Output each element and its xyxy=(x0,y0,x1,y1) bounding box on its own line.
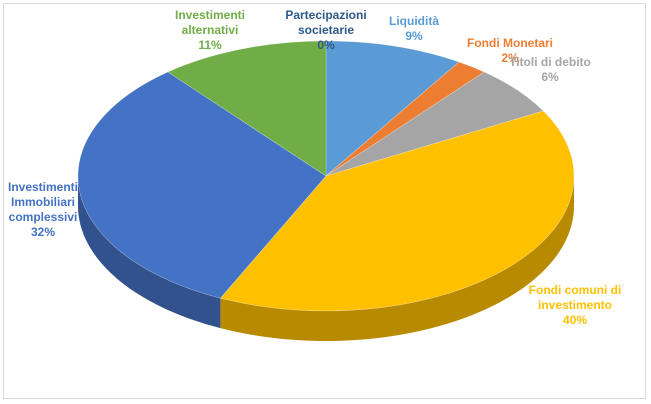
pie-slices xyxy=(77,40,575,312)
data-label-liquidita: Liquidità 9% xyxy=(389,14,439,43)
data-labels: Partecipazioni societarie 0% Liquidità 9% Fon… xyxy=(8,8,621,327)
data-label-investimenti-alternativi: Investimenti alternativi 11% xyxy=(175,8,245,52)
pie-slice-investimenti-alternativi xyxy=(167,40,327,177)
pie-slice-fondi-monetari xyxy=(325,61,485,177)
pie-slice-fondi-comuni-di-investimento xyxy=(219,110,575,312)
pie-slice-investimenti-immobiliari-complessivi xyxy=(77,71,327,299)
data-label-fondi-monetari: Fondi Monetari 2% xyxy=(467,36,553,65)
pie-slice-liquidita xyxy=(325,40,460,177)
pie-side-fondi-comuni-di-investimento xyxy=(220,176,574,341)
data-label-fondi-comuni-di-investimento: Fondi comuni di investimento 40% xyxy=(529,283,622,327)
pie-side-walls xyxy=(78,176,574,341)
pie-slice-titoli-di-debito xyxy=(325,71,544,177)
pie-side-investimenti-immobiliari-complessivi xyxy=(78,176,221,329)
data-label-partecipazioni-societarie: Partecipazioni societarie 0% xyxy=(285,8,366,52)
data-label-titoli-di-debito: Titoli di debito 6% xyxy=(509,55,591,84)
data-label-investimenti-immobiliari-complessivi: Investimenti Immobiliari complessivi 32% xyxy=(8,180,78,239)
